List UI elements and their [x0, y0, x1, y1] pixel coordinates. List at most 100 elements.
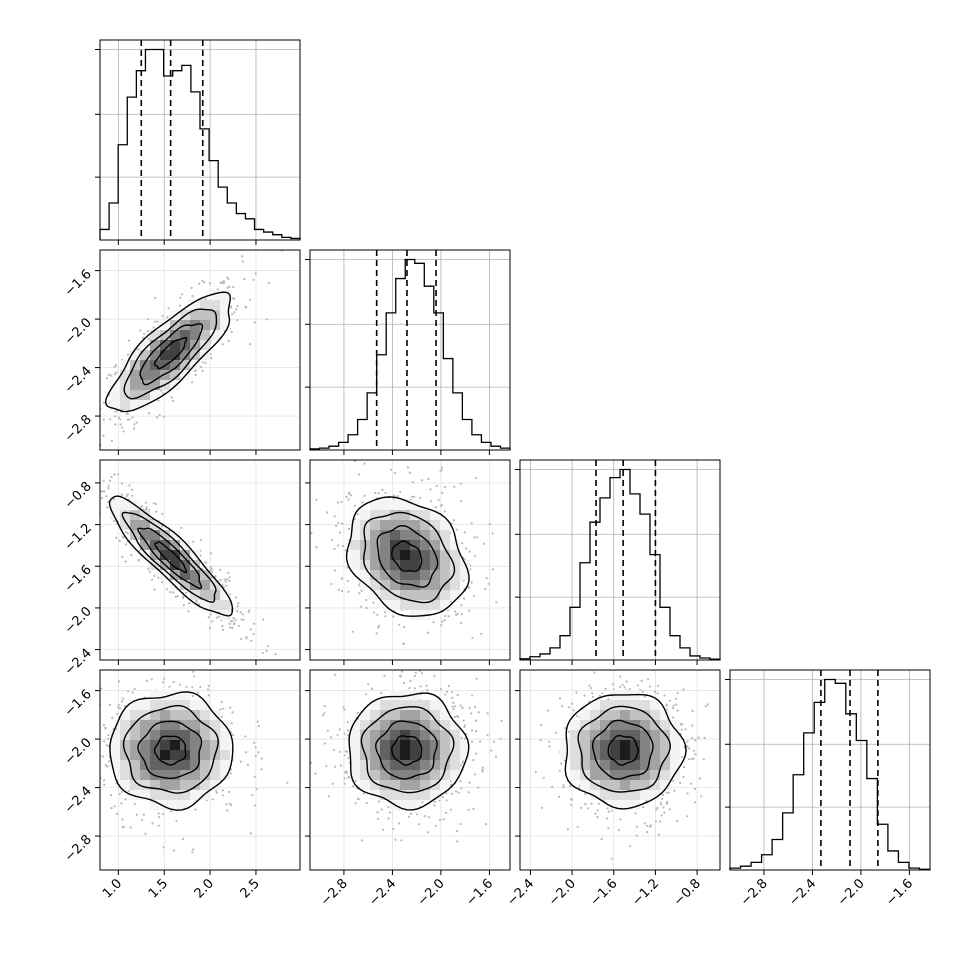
scatter-point — [341, 522, 344, 525]
density-cell — [210, 310, 220, 320]
scatter-point — [198, 282, 201, 285]
scatter-point — [398, 623, 401, 626]
panel-frame — [99, 459, 301, 661]
scatter-point — [350, 451, 352, 453]
density-cell — [410, 690, 420, 700]
density-cell — [420, 710, 430, 720]
scatter-point — [69, 409, 71, 411]
scatter-point — [325, 644, 327, 646]
density-cell — [440, 530, 450, 540]
density-cell — [130, 790, 140, 800]
scatter-point — [157, 576, 160, 579]
scatter-point — [665, 791, 668, 794]
density-cell — [400, 520, 410, 530]
density-cell — [350, 520, 360, 530]
density-cell — [120, 740, 130, 750]
scatter-point — [473, 555, 476, 558]
density-cell — [600, 760, 610, 770]
density-cell — [400, 800, 410, 810]
scatter-point — [460, 613, 463, 616]
scatter-point — [221, 794, 224, 797]
scatter-point — [441, 491, 444, 494]
scatter-point — [237, 602, 240, 605]
scatter-point — [445, 792, 448, 795]
scatter-point — [194, 373, 197, 377]
scatter-point — [161, 525, 164, 528]
scatter-point — [222, 282, 225, 285]
scatter-point — [162, 846, 165, 849]
density-cell — [200, 780, 210, 790]
scatter-point — [665, 802, 668, 805]
scatter-point — [221, 789, 224, 792]
scatter-point — [101, 490, 104, 493]
density-cell — [210, 320, 220, 330]
density-cell — [400, 560, 410, 570]
density-cell — [150, 390, 160, 400]
density-content — [520, 670, 720, 870]
scatter-point — [461, 542, 464, 545]
density-cell — [200, 330, 210, 340]
scatter-point — [343, 777, 346, 780]
scatter-point — [107, 373, 110, 376]
density-cell — [640, 770, 650, 780]
scatter-point — [233, 311, 236, 314]
scatter-point — [91, 433, 93, 435]
scatter-point — [389, 468, 393, 471]
scatter-point — [584, 793, 587, 796]
density-cell — [430, 770, 440, 780]
density-cell — [600, 750, 610, 760]
density-cell — [380, 700, 390, 710]
contour-line — [108, 495, 234, 617]
scatter-point — [421, 479, 424, 482]
x-tick-label: −2.0 — [415, 876, 448, 909]
density-cell — [120, 760, 130, 770]
scatter-point — [542, 776, 545, 779]
density-cell — [630, 710, 640, 720]
scatter-point — [102, 479, 105, 482]
scatter-point — [628, 688, 632, 691]
density-cell — [450, 590, 460, 600]
scatter-point — [693, 787, 697, 791]
density-cell — [430, 790, 440, 800]
density-cell — [210, 600, 220, 610]
density-cell — [210, 330, 220, 340]
panel-frame — [729, 669, 931, 871]
density-cell — [400, 540, 410, 550]
scatter-point — [114, 410, 117, 413]
scatter-point — [180, 526, 183, 529]
density-cell — [110, 390, 120, 400]
density-cell — [420, 730, 430, 740]
scatter-point — [691, 709, 694, 713]
scatter-point — [439, 470, 442, 473]
density-cell — [140, 370, 150, 380]
scatter-point — [443, 619, 446, 622]
scatter-point — [227, 277, 230, 281]
scatter-point — [228, 790, 231, 794]
scatter-point — [365, 801, 368, 805]
scatter-point — [473, 773, 477, 776]
scatter-point — [98, 779, 100, 781]
scatter-point — [337, 544, 340, 547]
scatter-point — [365, 598, 368, 602]
scatter-point — [467, 586, 471, 590]
scatter-point — [148, 570, 151, 573]
scatter-point — [475, 677, 478, 680]
contour-line — [139, 323, 204, 386]
scatter-point — [207, 694, 210, 697]
scatter-point — [230, 722, 233, 725]
scatter-point — [383, 611, 387, 614]
scatter-point — [352, 785, 355, 788]
density-cell — [360, 570, 370, 580]
density-cell — [630, 790, 640, 800]
scatter-point — [179, 296, 182, 299]
density-cell — [390, 530, 400, 540]
scatter-point — [338, 728, 341, 731]
density-cell — [410, 750, 420, 760]
density-cell — [370, 590, 380, 600]
scatter-point — [455, 528, 458, 531]
density-cell — [660, 720, 670, 730]
scatter-point — [674, 697, 677, 701]
scatter-point — [234, 618, 237, 622]
density-cell — [140, 360, 150, 370]
scatter-point — [382, 828, 385, 831]
